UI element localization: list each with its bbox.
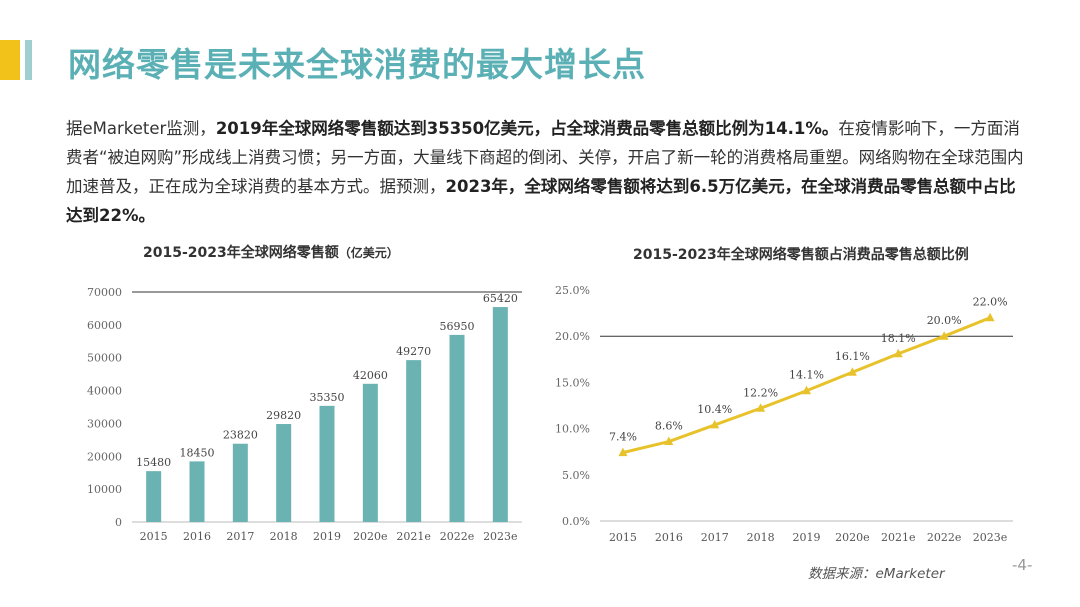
- line-y-tick-label: 0.0%: [562, 515, 590, 528]
- line-point-2019: [802, 385, 811, 395]
- bar-x-tick-label: 2023e: [483, 530, 518, 543]
- line-x-tick-label: 2015: [609, 531, 637, 544]
- intro-text-2: 在疫情影响下，一方面消费者“被迫网购”形成线上消费习惯；另一方面，大量线下商超的…: [66, 119, 1024, 196]
- bar-x-tick-label: 2016: [183, 530, 211, 543]
- bar-2022e: [449, 334, 465, 522]
- bar-chart-title-text: 2015-2023年全球网络零售额: [143, 245, 339, 261]
- bar-2020e: [362, 383, 378, 522]
- intro-text-1: 据eMarketer监测，: [66, 119, 216, 138]
- slide-title: 网络零售是未来全球消费的最大增长点: [68, 45, 646, 84]
- line-data-label: 8.6%: [655, 420, 683, 433]
- bar-chart-title: 2015-2023年全球网络零售额（亿美元）: [143, 242, 399, 262]
- line-data-label: 14.1%: [789, 369, 824, 382]
- line-y-tick-label: 10.0%: [555, 423, 590, 436]
- intro-paragraph: 据eMarketer监测，2019年全球网络零售额达到35350亿美元，占全球消…: [66, 114, 1026, 230]
- bar-data-label: 65420: [483, 292, 518, 305]
- bar-2015: [146, 471, 162, 522]
- bar-chart-title-unit: （亿美元）: [338, 246, 399, 260]
- bar-y-tick-label: 40000: [87, 385, 122, 398]
- bar-x-tick-label: 2018: [270, 530, 298, 543]
- line-point-2017: [710, 419, 720, 429]
- line-chart: 0.0% 5.0% 10.0% 15.0% 20.0% 25.0% 7.4% 2015 8.6%…: [555, 284, 1013, 544]
- line-x-tick-label: 2018: [747, 531, 775, 544]
- bar-data-label: 18450: [180, 446, 215, 459]
- bar-y-tick-label: 30000: [87, 417, 122, 430]
- line-data-label: 7.4%: [609, 431, 637, 444]
- line-y-tick-label: 5.0%: [562, 469, 590, 482]
- line-point-2018: [756, 403, 766, 412]
- page-number: -4-: [1012, 556, 1033, 574]
- line-data-label: 18.1%: [881, 332, 916, 345]
- bar-2019: [319, 405, 335, 522]
- line-y-tick-label: 15.0%: [555, 376, 590, 389]
- line-chart-title: 2015-2023年全球网络零售额占消费品零售总额比例: [633, 247, 969, 263]
- data-source: 数据来源：eMarketer: [808, 566, 945, 582]
- line-data-label: 22.0%: [973, 296, 1008, 309]
- line-data-label: 20.0%: [927, 314, 962, 327]
- bar-x-tick-label: 2020e: [353, 530, 388, 543]
- line-y-tick-label: 20.0%: [555, 330, 590, 343]
- bar-chart: 0 10000 20000 30000 40000 50000 60000 70000 1548…: [87, 286, 522, 543]
- line-point-2021e: [893, 348, 903, 358]
- bar-y-tick-label: 50000: [87, 352, 122, 365]
- line-x-tick-label: 2017: [701, 531, 729, 544]
- bar-data-label: 15480: [136, 456, 171, 469]
- line-x-tick-label: 2022e: [927, 531, 962, 544]
- line-data-label: 16.1%: [835, 350, 870, 363]
- bar-data-label: 35350: [310, 391, 345, 404]
- bar-x-tick-label: 2022e: [440, 530, 475, 543]
- title-accent-bar: [0, 40, 20, 80]
- line-x-tick-label: 2016: [655, 531, 683, 544]
- bar-y-tick-label: 70000: [87, 286, 122, 299]
- bar-2016: [189, 461, 205, 522]
- line-data-label: 12.2%: [743, 386, 778, 399]
- bar-x-tick-label: 2019: [313, 530, 341, 543]
- line-x-tick-label: 2019: [793, 531, 821, 544]
- intro-bold-1: 2019年全球网络零售额达到35350亿美元，占全球消费品零售总额比例为14.1…: [215, 119, 839, 138]
- line-x-tick-label: 2021e: [881, 531, 916, 544]
- bar-data-label: 49270: [396, 345, 431, 358]
- bar-y-tick-label: 60000: [87, 319, 122, 332]
- bar-y-tick-label: 20000: [87, 450, 122, 463]
- line-point-2016: [664, 436, 674, 446]
- line-point-2023e: [985, 312, 995, 322]
- line-data-label: 10.4%: [697, 403, 732, 416]
- line-x-tick-label: 2023e: [973, 531, 1008, 544]
- line-y-tick-label: 25.0%: [555, 284, 590, 297]
- bar-2018: [276, 424, 292, 522]
- bar-x-tick-label: 2021e: [396, 530, 431, 543]
- bar-2017: [232, 443, 248, 522]
- bar-data-label: 29820: [266, 409, 301, 422]
- line-x-tick-label: 2020e: [835, 531, 870, 544]
- bar-2023e: [492, 307, 508, 522]
- bar-y-tick-label: 0: [115, 516, 122, 529]
- line-point-2020e: [847, 367, 857, 376]
- title-accent-stripe: [25, 40, 32, 80]
- line-point-2015: [618, 447, 628, 457]
- bar-x-tick-label: 2017: [226, 530, 254, 543]
- intro-bold-2: 2023年，全球网络零售额将达到6.5万亿美元，在全球消费品零售总额中占比达到2…: [66, 177, 1016, 225]
- bar-y-tick-label: 10000: [87, 483, 122, 496]
- bar-2021e: [406, 360, 422, 522]
- line-point-2022e: [939, 331, 949, 340]
- bar-data-label: 56950: [440, 320, 475, 333]
- bar-x-tick-label: 2015: [140, 530, 168, 543]
- bar-data-label: 42060: [353, 369, 388, 382]
- bar-data-label: 23820: [223, 429, 258, 442]
